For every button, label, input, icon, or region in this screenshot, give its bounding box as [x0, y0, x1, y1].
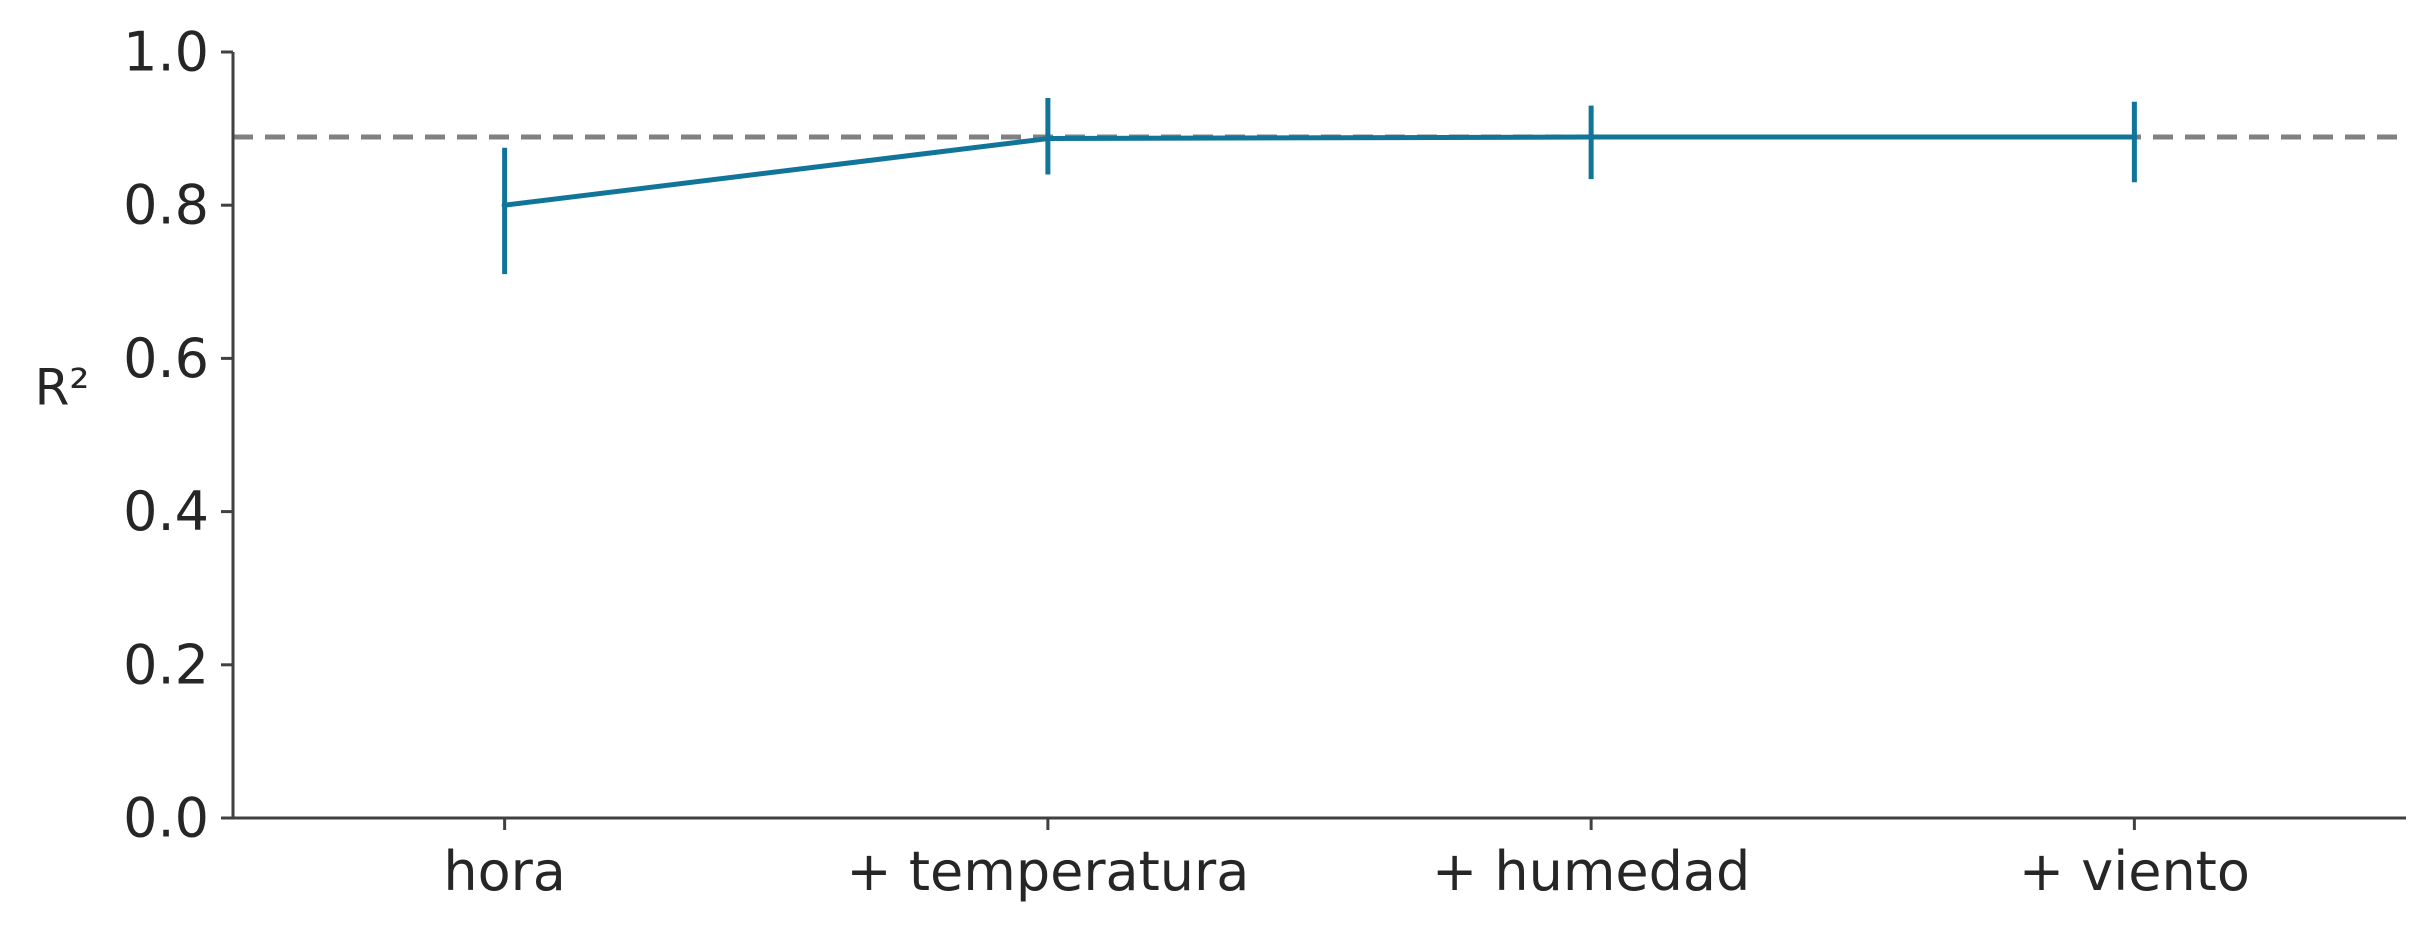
series-layer: [501, 97, 2138, 275]
y-axis-label: R²: [35, 358, 90, 416]
data-point: [1044, 135, 1051, 142]
x-tick-label: hora: [443, 840, 566, 903]
series-line: [504, 134, 2135, 208]
y-tick-label: 0.2: [123, 633, 209, 696]
x-tick-label: + viento: [2019, 840, 2250, 903]
y-ticks: 0.0 0.2 0.4 0.6 0.8 1.0: [123, 21, 233, 850]
x-tick-label: + temperatura: [846, 840, 1249, 903]
y-tick-label: 1.0: [123, 21, 209, 84]
data-point: [1588, 134, 1595, 141]
y-tick-label: 0.6: [123, 327, 209, 390]
data-point: [2131, 134, 2138, 141]
x-tick-label: + humedad: [1432, 840, 1750, 903]
y-tick-label: 0.4: [123, 480, 209, 543]
x-ticks: hora + temperatura + humedad + viento: [443, 818, 2250, 903]
data-point: [501, 202, 508, 209]
axes: [231, 52, 2406, 820]
y-tick-label: 0.0: [123, 787, 209, 850]
y-tick-label: 0.8: [123, 174, 209, 237]
